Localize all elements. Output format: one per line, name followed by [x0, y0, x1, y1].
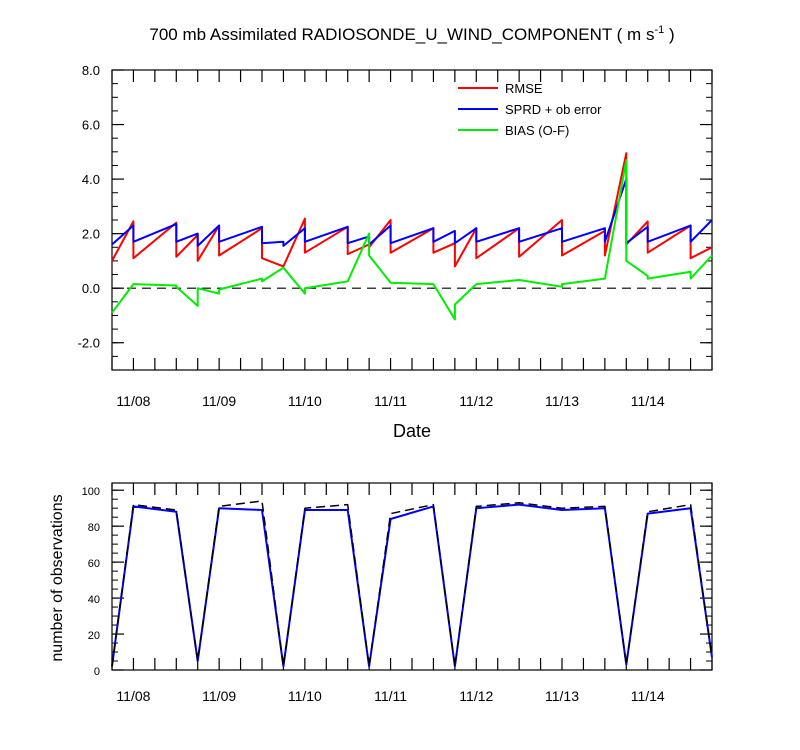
y-tick-label: 4.0 — [82, 172, 100, 187]
top-chart-panel: 700 mb Assimilated RADIOSONDE_U_WIND_COM… — [78, 24, 713, 441]
series-line-rmse — [111, 152, 713, 268]
title-superscript: -1 — [654, 24, 664, 36]
title-close: ) — [664, 25, 674, 44]
y-tick-label: 8.0 — [82, 63, 100, 78]
legend-label: SPRD + ob error — [505, 102, 602, 117]
x-tick-label: 11/14 — [631, 688, 665, 704]
y-tick-label: 40 — [88, 594, 100, 606]
x-tick-label: 11/09 — [202, 688, 236, 704]
plot-frame — [111, 69, 713, 371]
x-tick-label: 11/14 — [631, 393, 665, 409]
x-tick-label: 11/08 — [116, 688, 150, 704]
series-line-sprd-ob-error — [111, 178, 713, 247]
y-tick-label: 2.0 — [82, 227, 100, 242]
x-axis: 11/08 11/09 11/10 11/11 11/12 11/13 11/14 — [111, 483, 713, 704]
y-tick-label: 6.0 — [82, 118, 100, 133]
x-axis-title: Date — [393, 421, 431, 441]
y-axis: -2.0 0.0 2.0 4.0 6.0 8.0 — [78, 63, 712, 371]
series-line-solid — [111, 503, 713, 668]
y-tick-label: 20 — [88, 630, 100, 642]
x-tick-label: 11/12 — [459, 688, 493, 704]
x-tick-label: 11/10 — [288, 688, 322, 704]
y-tick-label: 0 — [94, 666, 100, 678]
y-axis-title: number of observations — [49, 494, 66, 661]
x-tick-label: 11/11 — [374, 688, 407, 704]
series-line-bias-o-f — [111, 159, 713, 321]
chart-title: 700 mb Assimilated RADIOSONDE_U_WIND_COM… — [149, 24, 674, 44]
x-tick-label: 11/08 — [116, 393, 150, 409]
y-tick-label: 0.0 — [82, 281, 100, 296]
plot-frame — [111, 482, 713, 671]
x-tick-label: 11/09 — [202, 393, 236, 409]
y-tick-label: 100 — [82, 486, 100, 498]
legend-label: RMSE — [505, 81, 543, 96]
y-tick-label: 80 — [88, 522, 100, 534]
series-line-dashed — [111, 500, 713, 668]
x-tick-label: 11/13 — [545, 688, 579, 704]
x-tick-label: 11/10 — [288, 393, 322, 409]
x-tick-label: 11/12 — [459, 393, 493, 409]
y-axis: 0 20 40 60 80 100 — [82, 486, 712, 678]
y-tick-label: 60 — [88, 558, 100, 570]
series-group — [111, 152, 713, 321]
y-tick-label: -2.0 — [78, 336, 100, 351]
x-tick-label: 11/11 — [374, 393, 407, 409]
legend: RMSE SPRD + ob error BIAS (O-F) — [458, 81, 602, 138]
series-group — [111, 500, 713, 668]
x-axis: 11/08 11/09 11/10 11/11 11/12 11/13 11/14 — [111, 70, 713, 409]
x-tick-label: 11/13 — [545, 393, 579, 409]
legend-label: BIAS (O-F) — [505, 123, 569, 138]
